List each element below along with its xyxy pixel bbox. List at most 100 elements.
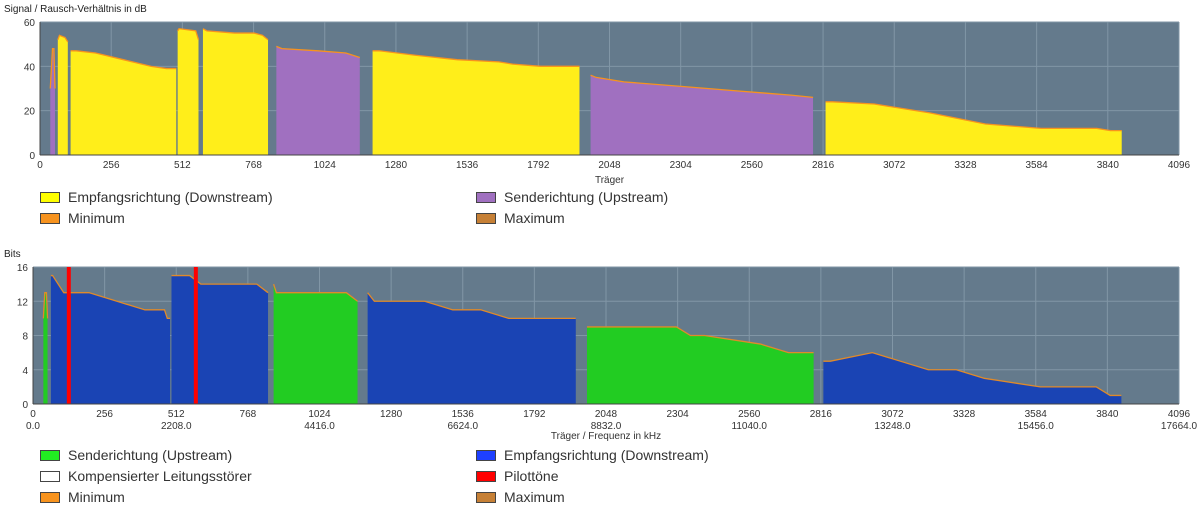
series-area	[70, 50, 177, 155]
legend-label: Minimum	[68, 210, 125, 226]
x-tick-label: 256	[96, 409, 113, 420]
legend-label: Pilottöne	[504, 468, 559, 484]
y-tick-label: 16	[17, 263, 29, 274]
chart-title: Signal / Rausch-Verhältnis in dB	[4, 4, 147, 15]
x-tick-label: 2048	[598, 160, 621, 171]
legend-label: Senderichtung (Upstream)	[68, 447, 233, 463]
legend-item-minimum[interactable]: Minimum	[40, 489, 125, 505]
series-area	[372, 50, 580, 155]
x-tick-label: 2304	[667, 409, 690, 420]
x-tick-label: 2816	[812, 160, 835, 171]
x-tick-label: 256	[103, 160, 120, 171]
series-area	[202, 28, 269, 155]
snr-chart: 0 256 512 768 1024 1280 1536 1792 2048 2304 2560 28…	[4, 4, 1191, 186]
series-max-line	[70, 50, 177, 70]
legend-item-downstream[interactable]: Empfangsrichtung (Downstream)	[476, 447, 709, 463]
pilot-tone-bar	[66, 267, 71, 404]
x-tick-label: 3072	[883, 160, 906, 171]
x-tick-label-secondary: 15456.0	[1018, 421, 1055, 432]
series-max-line	[367, 292, 576, 320]
legend-item-upstream[interactable]: Senderichtung (Upstream)	[40, 447, 232, 463]
x-tick-label: 1792	[523, 409, 546, 420]
legend-swatch-pilot-tones	[476, 470, 496, 482]
x-tick-label: 2560	[738, 409, 761, 420]
x-tick-label: 3072	[881, 409, 904, 420]
legend-item-downstream[interactable]: Empfangsrichtung (Downstream)	[40, 189, 273, 205]
x-tick-label: 3840	[1096, 409, 1119, 420]
legend-swatch-maximum	[476, 212, 496, 224]
series-max-line	[42, 292, 49, 319]
x-tick-label: 1792	[527, 160, 550, 171]
x-tick-label: 1536	[452, 409, 475, 420]
x-tick-label: 2304	[670, 160, 693, 171]
series-max-line	[272, 283, 358, 302]
legend-item-maximum[interactable]: Maximum	[476, 489, 565, 505]
series-area	[825, 101, 1122, 155]
series-max-line	[586, 326, 814, 354]
series-area	[177, 28, 199, 155]
x-tick-label: 3328	[953, 409, 976, 420]
x-tick-label: 1280	[385, 160, 408, 171]
series-area	[276, 46, 360, 156]
y-tick-label: 4	[22, 366, 28, 377]
legend-label: Minimum	[68, 489, 125, 505]
series-max-line	[590, 74, 814, 99]
series-max-line	[57, 34, 69, 43]
x-tick-label-secondary: 2208.0	[161, 421, 192, 432]
legend-swatch-minimum	[40, 212, 60, 224]
legend-item-compensated[interactable]: Kompensierter Leitungsstörer	[40, 468, 252, 484]
series-max-line	[372, 50, 580, 67]
legend-swatch-upstream	[40, 449, 60, 461]
chart-title: Bits	[4, 249, 21, 260]
x-tick-label: 1280	[380, 409, 403, 420]
series-area	[43, 292, 48, 404]
x-tick-label: 768	[245, 160, 262, 171]
x-axis-label: Träger	[595, 175, 625, 186]
x-tick-label: 4096	[1168, 160, 1191, 171]
pilot-tone-bar	[193, 267, 198, 404]
x-tick-label-secondary: 6624.0	[447, 421, 478, 432]
y-tick-label: 20	[24, 107, 36, 118]
legend-item-minimum[interactable]: Minimum	[40, 210, 125, 226]
x-tick-label: 0	[37, 160, 43, 171]
x-tick-label: 3584	[1026, 160, 1049, 171]
legend-label: Senderichtung (Upstream)	[504, 189, 669, 205]
legend-label: Maximum	[504, 210, 565, 226]
legend-item-maximum[interactable]: Maximum	[476, 210, 565, 226]
y-tick-label: 0	[29, 151, 35, 162]
legend-item-upstream[interactable]: Senderichtung (Upstream)	[476, 189, 668, 205]
x-tick-label: 1024	[308, 409, 331, 420]
series-area	[273, 284, 358, 404]
legend-swatch-minimum	[40, 491, 60, 503]
legend-item-pilot-tones[interactable]: Pilottöne	[476, 468, 558, 484]
series-max-line	[171, 274, 269, 294]
x-tick-label: 1536	[456, 160, 479, 171]
legend-label: Empfangsrichtung (Downstream)	[504, 447, 709, 463]
x-tick-label: 0	[30, 409, 36, 420]
y-tick-label: 0	[22, 400, 28, 411]
x-tick-label-secondary: 13248.0	[874, 421, 911, 432]
series-max-line	[276, 45, 360, 59]
y-tick-label: 40	[24, 62, 36, 73]
x-tick-label: 1024	[314, 160, 337, 171]
x-tick-label: 2560	[741, 160, 764, 171]
y-tick-label: 12	[17, 297, 29, 308]
x-tick-label: 2048	[595, 409, 618, 420]
y-tick-label: 60	[24, 18, 36, 29]
series-max-line	[49, 47, 56, 89]
legend-label: Kompensierter Leitungsstörer	[68, 468, 252, 484]
series-area	[50, 275, 171, 404]
y-tick-label: 8	[22, 332, 28, 343]
legend-label: Empfangsrichtung (Downstream)	[68, 189, 273, 205]
series-max-line	[202, 28, 269, 41]
series-max-line	[825, 101, 1122, 132]
series-area	[367, 292, 576, 404]
legend-label: Maximum	[504, 489, 565, 505]
legend-swatch-downstream	[476, 449, 496, 461]
x-tick-label: 512	[168, 409, 185, 420]
x-tick-label: 3584	[1025, 409, 1048, 420]
series-area	[57, 35, 68, 155]
series-area	[586, 326, 814, 404]
x-tick-label-secondary: 17664.0	[1161, 421, 1198, 432]
